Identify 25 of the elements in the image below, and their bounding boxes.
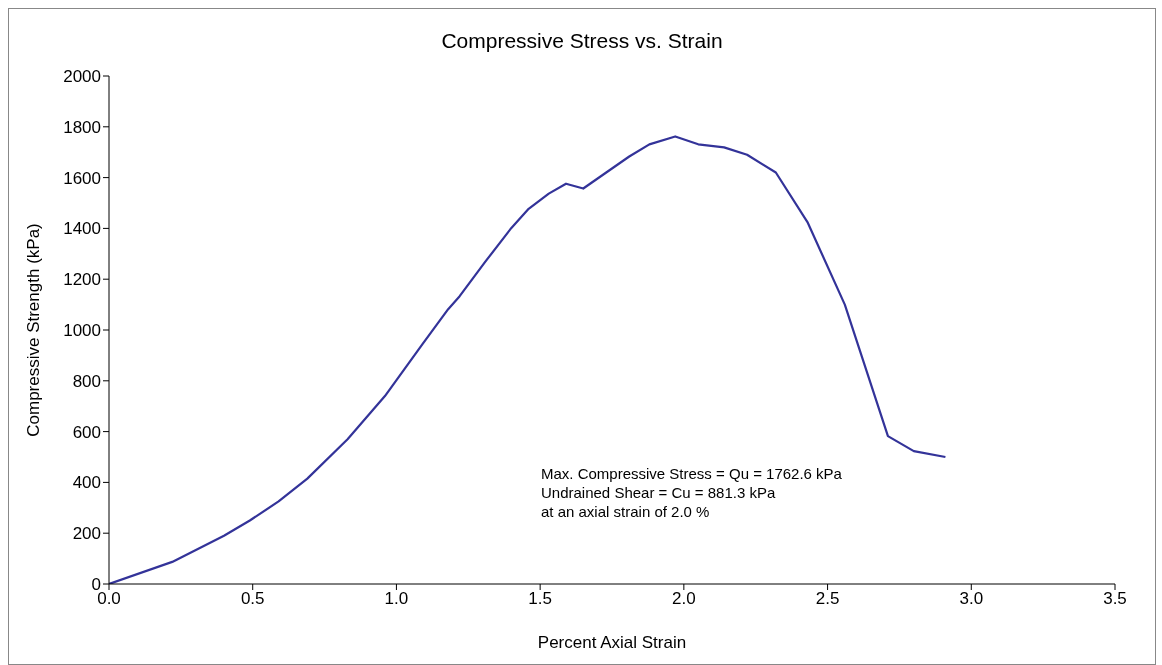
annotation: Max. Compressive Stress = Qu = 1762.6 kPa [541, 464, 842, 483]
annotation: at an axial strain of 2.0 % [541, 502, 711, 521]
y-tick-label: 1200 [63, 270, 101, 290]
y-tick-label: 1600 [63, 168, 101, 188]
x-tick-label: 3.5 [1103, 589, 1127, 609]
y-axis-title: Compressive Strength (kPa) [24, 223, 44, 437]
x-tick-label: 0.0 [97, 589, 121, 609]
y-tick-label: 1400 [63, 219, 101, 239]
x-tick-label: 3.0 [959, 589, 984, 609]
x-tick-label: 1.0 [384, 589, 409, 609]
x-tick-label: 1.5 [528, 589, 552, 609]
y-tick-label: 2000 [63, 67, 101, 87]
chart-title: Compressive Stress vs. Strain [440, 29, 724, 53]
y-tick-label: 1800 [63, 117, 101, 137]
x-tick-label: 2.5 [815, 589, 840, 609]
y-tick-label: 1000 [63, 321, 101, 341]
annotation: Undrained Shear = Cu = 881.3 kPa [541, 483, 777, 502]
x-tick-label: 2.0 [672, 589, 696, 609]
x-tick-label: 0.5 [240, 589, 265, 609]
line-series [109, 135, 947, 584]
x-axis-title: Percent Axial Strain [537, 633, 687, 652]
y-tick-label: 600 [72, 422, 101, 442]
y-tick-label: 200 [72, 524, 101, 544]
y-tick-label: 800 [72, 371, 101, 391]
y-tick-label: 400 [72, 473, 101, 493]
